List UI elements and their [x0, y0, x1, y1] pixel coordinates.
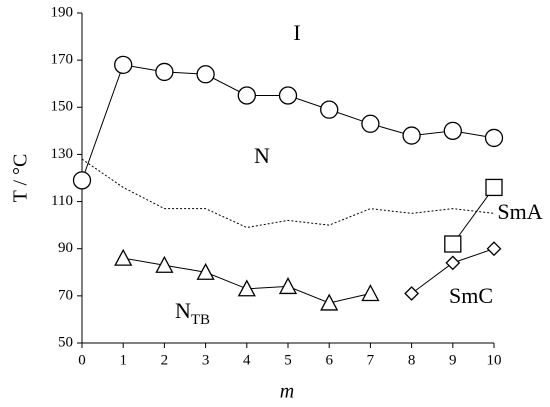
- y-tick-label: 150: [51, 99, 74, 115]
- series-line: [452, 187, 495, 245]
- series-line: [81, 64, 495, 181]
- x-tick-label: 9: [449, 352, 457, 368]
- x-tick-label: 5: [284, 352, 292, 368]
- annotation-main: N: [175, 298, 191, 323]
- annotation-sub: TB: [191, 312, 210, 328]
- marker: [320, 293, 339, 311]
- y-tick-label: 110: [51, 193, 73, 209]
- marker: [485, 178, 503, 197]
- x-tick-label: 0: [78, 352, 86, 368]
- marker: [237, 86, 256, 105]
- x-tick-label: 10: [487, 352, 502, 368]
- x-tick-label: 8: [408, 352, 416, 368]
- series-line: [81, 158, 495, 229]
- annotation: NTB: [175, 298, 210, 328]
- marker: [361, 284, 380, 302]
- x-tick-label: 4: [243, 352, 251, 368]
- marker: [444, 235, 462, 253]
- marker: [404, 286, 420, 301]
- y-tick-label: 50: [58, 334, 73, 350]
- marker: [443, 121, 462, 141]
- x-tick-label: 6: [325, 352, 333, 368]
- marker: [278, 277, 298, 295]
- y-tick-label: 70: [58, 287, 73, 303]
- marker: [155, 255, 174, 273]
- marker: [155, 62, 174, 82]
- annotation: SmA: [497, 199, 542, 224]
- marker: [445, 255, 461, 271]
- marker: [402, 126, 421, 145]
- x-tick-label: 3: [202, 352, 210, 368]
- annotation: SmC: [449, 283, 493, 308]
- marker: [486, 241, 502, 257]
- y-tick-label: 190: [51, 4, 74, 20]
- y-tick-label: 130: [51, 146, 74, 162]
- y-axis-title: T / °C: [10, 154, 32, 203]
- marker: [114, 55, 133, 75]
- marker: [484, 128, 504, 148]
- x-tick-label: 7: [367, 352, 375, 368]
- marker: [196, 262, 215, 280]
- x-tick-label: 1: [119, 352, 127, 368]
- marker: [361, 114, 380, 133]
- y-tick-label: 170: [51, 52, 74, 68]
- y-tick-label: 90: [58, 240, 73, 256]
- marker: [196, 65, 215, 84]
- marker: [320, 100, 339, 119]
- marker: [278, 86, 298, 105]
- annotation: N: [254, 143, 270, 168]
- x-axis-title: m: [280, 381, 294, 403]
- x-tick-label: 2: [161, 352, 169, 368]
- marker: [114, 248, 133, 266]
- marker: [237, 279, 256, 297]
- marker: [72, 171, 92, 190]
- annotation: I: [293, 20, 300, 45]
